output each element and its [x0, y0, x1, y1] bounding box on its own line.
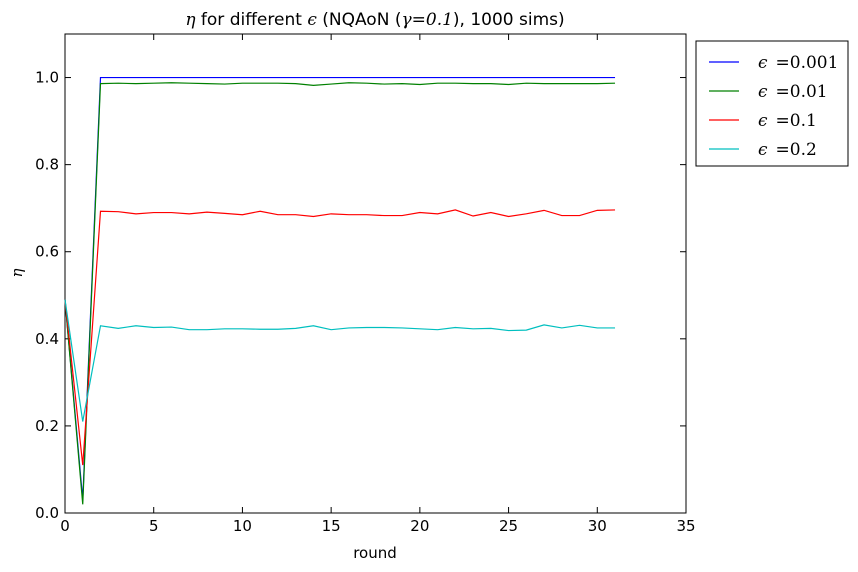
y-axis-label: η [8, 269, 26, 278]
chart-title: η for different ϵ (NQAoN (γ=0.1), 1000 s… [185, 10, 564, 30]
title-text-2: (NQAoN ( [317, 10, 402, 30]
title-eta-symbol: η [185, 10, 196, 30]
legend-value: =0.01 [776, 82, 828, 102]
legend-epsilon-symbol: ϵ [758, 140, 768, 160]
legend: ϵ =0.001 ϵ =0.01 ϵ =0.1 ϵ =0.2 [695, 40, 849, 167]
legend-label: ϵ =0.1 [758, 111, 817, 131]
legend-label: ϵ =0.01 [758, 82, 828, 102]
x-tick-label: 30 [588, 517, 607, 535]
x-tick-label: 20 [410, 517, 429, 535]
x-tick-label: 35 [676, 517, 695, 535]
y-tick-label: 0.8 [35, 156, 59, 174]
x-tick-label: 0 [60, 517, 70, 535]
title-text-1: for different [196, 10, 308, 30]
title-epsilon-symbol: ϵ [307, 10, 317, 30]
x-tick-label: 10 [233, 517, 252, 535]
legend-value: =0.2 [776, 140, 817, 160]
legend-label: ϵ =0.2 [758, 140, 817, 160]
x-tick-label: 25 [499, 517, 518, 535]
plot-area [64, 33, 687, 514]
legend-epsilon-symbol: ϵ [758, 111, 768, 131]
x-tick-label: 15 [322, 517, 341, 535]
y-tick-label: 1.0 [35, 69, 59, 87]
legend-epsilon-symbol: ϵ [758, 82, 768, 102]
axis-ticks: 0 5 10 15 20 25 30 35 0.0 0.2 0.4 0.6 0.8 1.0 [35, 34, 696, 535]
x-tick-label: 5 [149, 517, 159, 535]
legend-epsilon-symbol: ϵ [758, 53, 768, 73]
legend-items: ϵ =0.001 ϵ =0.01 ϵ =0.1 ϵ =0.2 [709, 53, 838, 160]
title-text-3: ), 1000 sims) [453, 10, 565, 30]
series-line [64, 299, 616, 422]
y-tick-label: 0.6 [35, 243, 59, 261]
legend-value: =0.001 [776, 53, 839, 73]
y-tick-label: 0.0 [35, 504, 59, 522]
series-line [64, 76, 616, 500]
legend-value: =0.1 [776, 111, 817, 131]
series-line [64, 209, 616, 466]
series-lines [64, 76, 616, 505]
y-tick-label: 0.4 [35, 330, 59, 348]
y-tick-label: 0.2 [35, 417, 59, 435]
x-axis-label: round [353, 544, 397, 562]
legend-label: ϵ =0.001 [758, 53, 838, 73]
title-gamma: γ=0.1 [401, 10, 452, 30]
series-line [64, 82, 616, 505]
